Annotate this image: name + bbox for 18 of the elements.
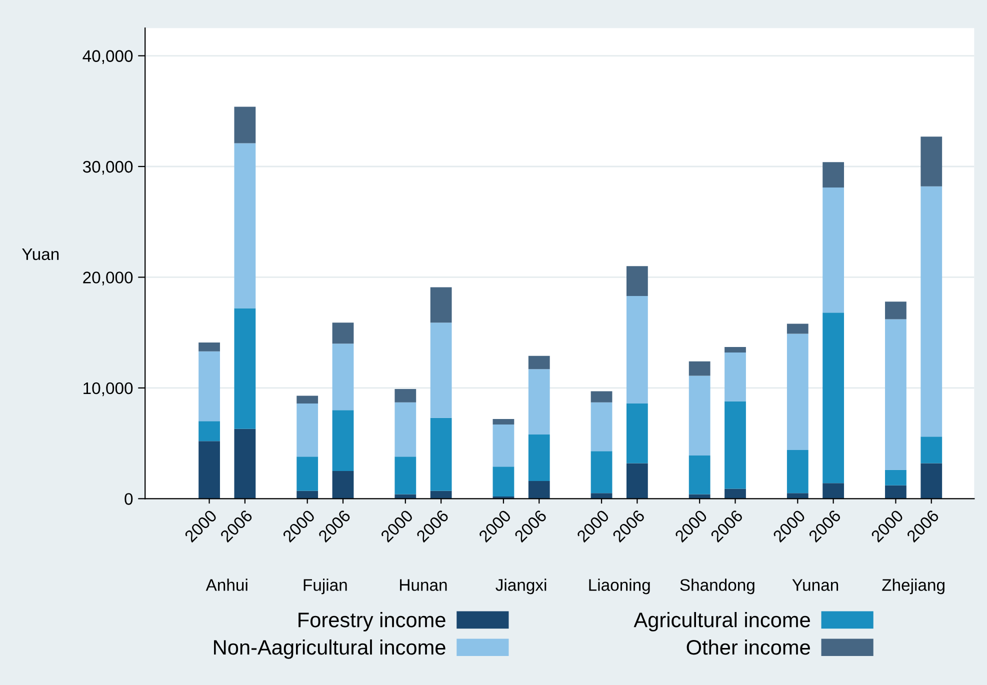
text: Jiangxi (496, 578, 546, 594)
text: Hunan (400, 579, 447, 591)
legend-label: Agricultural income (634, 612, 810, 632)
y-tick-label: 30,000 (82, 160, 133, 175)
y-tick-label: 40,000 (82, 50, 133, 64)
text: Liaoning (589, 578, 650, 594)
text: Yunan (792, 579, 838, 591)
y-tick-label: 10,000 (84, 382, 133, 396)
y-axis-title: Yuan (22, 248, 59, 260)
text: Fujian (304, 578, 347, 594)
text: Anhui (206, 578, 248, 591)
text: Shandong (680, 578, 754, 594)
legend-label: Non-Aagricultural income (214, 639, 446, 659)
legend-label: Other income (686, 639, 810, 655)
y-tick-label: 0 (124, 493, 133, 505)
text: Zhejiang (882, 578, 944, 594)
legend-label: Forestry income (298, 612, 446, 632)
y-tick-label: 20,000 (83, 272, 133, 286)
